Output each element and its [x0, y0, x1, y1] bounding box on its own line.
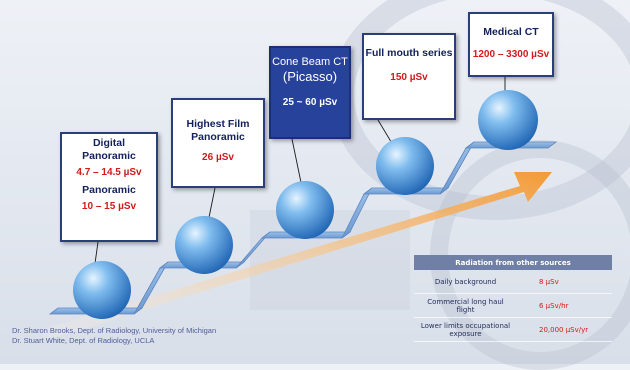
card-title-line: Highest Film [186, 118, 250, 130]
trend-arrow [40, 172, 552, 340]
sphere-step-2 [175, 216, 233, 274]
row-label: Commercial long haul flight [414, 293, 517, 318]
table-row: Daily background 8 µSv [414, 270, 612, 294]
dose-value: 1200 – 3300 µSv [472, 49, 550, 60]
dose-value: 26 µSv [202, 152, 234, 163]
stair-riser [439, 141, 475, 195]
sphere-step-1 [73, 261, 131, 319]
row-label: Lower limits occupational exposure [414, 317, 517, 342]
dose-value: 10 – 15 µSv [81, 201, 137, 212]
dose-value: 25 ~ 60 µSv [282, 97, 338, 108]
table-header: Radiation from other sources [414, 255, 612, 270]
dose-value: 4.7 – 14.5 µSv [76, 167, 142, 178]
card-title-line: Cone Beam CT [272, 56, 348, 68]
card-title-line: Digital [92, 137, 126, 149]
table-row: Lower limits occupational exposure 20,00… [414, 317, 612, 342]
table-row: Commercial long haul flight 6 µSv/hr [414, 293, 612, 318]
card-cone-beam-ct: Cone Beam CT (Picasso) 25 ~ 60 µSv [269, 46, 351, 139]
row-value: 6 µSv/hr [535, 293, 612, 318]
dose-value: 150 µSv [390, 72, 428, 83]
credit-line: Dr. Stuart White, Dept. of Radiology, UC… [12, 336, 155, 345]
card-full-mouth-series: Full mouth series 150 µSv [362, 33, 456, 120]
row-label: Daily background [414, 270, 517, 294]
sphere-step-4 [376, 137, 434, 195]
credit-line: Dr. Sharon Brooks, Dept. of Radiology, U… [12, 326, 217, 335]
card-highest-film-panoramic: Highest Film Panoramic 26 µSv [171, 98, 265, 188]
card-title-line: Full mouth series [365, 47, 453, 59]
sphere-step-3 [276, 181, 334, 239]
row-value: 20,000 µSv/yr [535, 317, 612, 342]
other-sources-table: Radiation from other sources Daily backg… [414, 255, 612, 342]
card-digital-panoramic: Digital Panoramic 4.7 – 14.5 µSv Panoram… [60, 132, 158, 242]
card-title-line: Medical CT [483, 26, 539, 38]
card-title-line: (Picasso) [282, 69, 338, 84]
card-medical-ct: Medical CT 1200 – 3300 µSv [468, 12, 554, 77]
card-title-line: Panoramic [82, 184, 136, 196]
card-title-line: Panoramic [191, 131, 245, 143]
row-value: 8 µSv [535, 270, 612, 294]
sphere-step-5 [478, 90, 538, 150]
card-title-line: Panoramic [82, 150, 136, 162]
source-credits: Dr. Sharon Brooks, Dept. of Radiology, U… [12, 326, 216, 346]
stair-riser [341, 187, 373, 239]
